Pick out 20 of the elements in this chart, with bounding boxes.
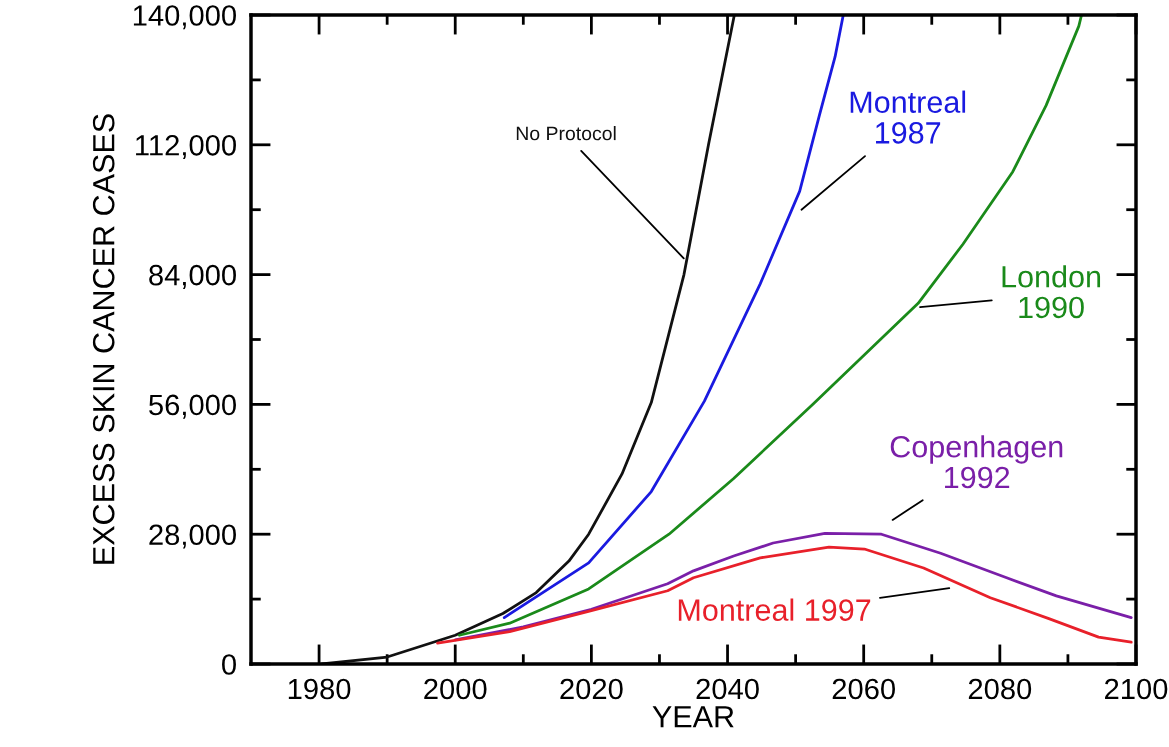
series-label: Montreal 1987 <box>850 90 966 144</box>
text: No Protocol <box>516 126 616 141</box>
y-tick-label: 140,000 <box>133 5 236 30</box>
x-tick-label: 1980 <box>288 678 351 700</box>
y-tick-label: 56,000 <box>149 394 236 419</box>
y-axis-title: EXCESS SKIN CANCER CASES <box>92 114 115 564</box>
x-tick-label: 2020 <box>560 678 623 700</box>
series-label: London 1990 <box>1002 265 1101 319</box>
y-tick-label: 0 <box>222 654 236 675</box>
y-tick-label: 112,000 <box>136 135 236 160</box>
y-tick-label: 28,000 <box>149 524 236 549</box>
series-label: Montreal 1997 <box>678 598 871 621</box>
x-tick-label: 2100 <box>1105 678 1168 700</box>
y-tick-label: 84,000 <box>149 264 236 289</box>
x-tick-label: 2000 <box>424 678 487 700</box>
series-label: Copenhagen 1992 <box>890 435 1063 489</box>
x-axis-title: YEAR <box>652 706 734 728</box>
x-tick-label: 2060 <box>832 678 895 700</box>
x-tick-label: 2040 <box>696 678 759 700</box>
x-tick-label: 2080 <box>968 678 1032 700</box>
